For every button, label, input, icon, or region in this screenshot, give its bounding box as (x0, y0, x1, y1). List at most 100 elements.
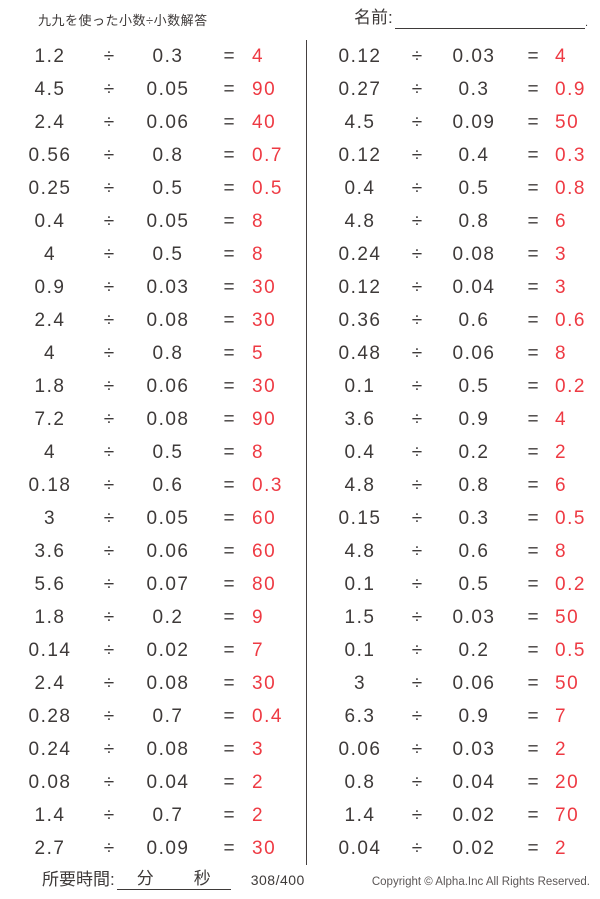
worksheet-footer: 所要時間: 分 秒 308/400 Copyright © Alpha.Inc … (0, 864, 600, 899)
divisor: 0.4 (458, 144, 490, 166)
dividend: 1.2 (34, 45, 66, 67)
divide-symbol: ÷ (103, 144, 115, 166)
equals-symbol: = (527, 342, 539, 364)
divide-symbol: ÷ (103, 606, 115, 628)
dividend: 0.15 (338, 507, 382, 529)
problem-row: 0.8 ÷ 0.04 = 20 (307, 766, 600, 799)
divide-symbol: ÷ (103, 573, 115, 595)
answer: 40 (252, 111, 277, 133)
dividend: 0.14 (28, 639, 72, 661)
dividend: 0.24 (338, 243, 382, 265)
divide-symbol: ÷ (411, 45, 423, 67)
divide-symbol: ÷ (103, 210, 115, 232)
time-underline: 分 秒 (116, 864, 231, 890)
problem-row: 0.08 ÷ 0.04 = 2 (0, 766, 306, 799)
answer: 50 (555, 606, 580, 628)
equals-symbol: = (223, 342, 235, 364)
problem-row: 1.8 ÷ 0.2 = 9 (0, 601, 306, 634)
equals-symbol: = (527, 474, 539, 496)
answer: 60 (252, 507, 277, 529)
dividend: 1.4 (344, 804, 376, 826)
problem-row: 0.12 ÷ 0.04 = 3 (307, 271, 600, 304)
divide-symbol: ÷ (103, 441, 115, 463)
divide-symbol: ÷ (103, 705, 115, 727)
problem-row: 1.5 ÷ 0.03 = 50 (307, 601, 600, 634)
problem-row: 0.1 ÷ 0.5 = 0.2 (307, 568, 600, 601)
minutes-label: 分 (136, 869, 154, 888)
answer: 8 (252, 243, 265, 265)
equals-symbol: = (223, 507, 235, 529)
time-label: 所要時間: (42, 870, 115, 889)
problem-row: 0.06 ÷ 0.03 = 2 (307, 733, 600, 766)
equals-symbol: = (223, 144, 235, 166)
divide-symbol: ÷ (103, 804, 115, 826)
divisor: 0.5 (458, 375, 490, 397)
time-field: 所要時間: 分 秒 (42, 864, 231, 890)
equals-symbol: = (527, 573, 539, 595)
equals-symbol: = (527, 243, 539, 265)
divide-symbol: ÷ (411, 540, 423, 562)
equals-symbol: = (223, 771, 235, 793)
answer: 2 (252, 804, 265, 826)
divisor: 0.5 (152, 441, 184, 463)
answer: 30 (252, 309, 277, 331)
divisor: 0.3 (152, 45, 184, 67)
answer: 5 (252, 342, 265, 364)
divisor: 0.7 (152, 705, 184, 727)
divisor: 0.8 (152, 144, 184, 166)
divisor: 0.3 (458, 507, 490, 529)
problem-row: 0.25 ÷ 0.5 = 0.5 (0, 172, 306, 205)
problem-row: 0.28 ÷ 0.7 = 0.4 (0, 700, 306, 733)
problem-row: 0.15 ÷ 0.3 = 0.5 (307, 502, 600, 535)
equals-symbol: = (223, 705, 235, 727)
equals-symbol: = (527, 804, 539, 826)
problem-row: 0.48 ÷ 0.06 = 8 (307, 337, 600, 370)
answer: 3 (555, 243, 568, 265)
problem-row: 2.4 ÷ 0.08 = 30 (0, 304, 306, 337)
divide-symbol: ÷ (411, 837, 423, 859)
equals-symbol: = (223, 639, 235, 661)
dividend: 4.5 (344, 111, 376, 133)
dividend: 1.5 (344, 606, 376, 628)
dividend: 0.36 (338, 309, 382, 331)
dividend: 4 (43, 342, 57, 364)
divide-symbol: ÷ (103, 408, 115, 430)
equals-symbol: = (527, 540, 539, 562)
dividend: 3.6 (344, 408, 376, 430)
answer: 0.3 (252, 474, 283, 496)
equals-symbol: = (527, 837, 539, 859)
dividend: 1.4 (34, 804, 66, 826)
dividend: 2.4 (34, 672, 66, 694)
dividend: 1.8 (34, 606, 66, 628)
divisor: 0.07 (146, 573, 190, 595)
equals-symbol: = (223, 573, 235, 595)
name-field: 名前: . (354, 7, 588, 30)
divisor: 0.03 (452, 738, 496, 760)
divisor: 0.09 (452, 111, 496, 133)
answer: 4 (555, 45, 568, 67)
divisor: 0.6 (152, 474, 184, 496)
problem-row: 4.8 ÷ 0.8 = 6 (307, 205, 600, 238)
divisor: 0.04 (146, 771, 190, 793)
answer: 8 (252, 210, 265, 232)
problem-row: 0.12 ÷ 0.4 = 0.3 (307, 139, 600, 172)
problem-row: 0.4 ÷ 0.5 = 0.8 (307, 172, 600, 205)
problem-row: 3.6 ÷ 0.06 = 60 (0, 535, 306, 568)
divide-symbol: ÷ (411, 441, 423, 463)
divisor: 0.04 (452, 276, 496, 298)
divide-symbol: ÷ (411, 507, 423, 529)
divide-symbol: ÷ (411, 309, 423, 331)
dividend: 0.12 (338, 144, 382, 166)
answer: 50 (555, 111, 580, 133)
divisor: 0.08 (452, 243, 496, 265)
equals-symbol: = (223, 474, 235, 496)
divide-symbol: ÷ (103, 45, 115, 67)
dividend: 0.4 (344, 441, 376, 463)
problem-row: 3 ÷ 0.05 = 60 (0, 502, 306, 535)
answer: 0.6 (555, 309, 586, 331)
divide-symbol: ÷ (103, 177, 115, 199)
divisor: 0.04 (452, 771, 496, 793)
divide-symbol: ÷ (411, 705, 423, 727)
dividend: 0.9 (34, 276, 66, 298)
divide-symbol: ÷ (103, 738, 115, 760)
